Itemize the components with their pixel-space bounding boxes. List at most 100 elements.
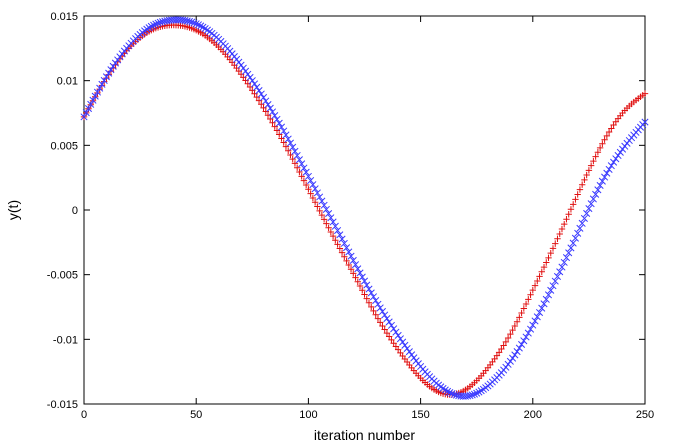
data-point (504, 360, 512, 368)
data-point (264, 111, 272, 119)
data-point (470, 390, 479, 398)
data-point (87, 100, 95, 108)
y-tick-label: -0.01 (53, 334, 78, 346)
data-point (560, 258, 568, 266)
data-point (80, 113, 88, 121)
data-point (147, 22, 155, 30)
data-point (592, 153, 599, 160)
data-point (278, 135, 285, 142)
data-point (293, 151, 301, 160)
data-point (394, 331, 402, 340)
series-1 (80, 21, 649, 398)
data-point (307, 176, 315, 185)
data-point (369, 293, 378, 301)
data-point (558, 225, 566, 233)
data-point (603, 169, 611, 177)
data-point (538, 304, 546, 312)
data-point (500, 342, 507, 349)
data-point (450, 390, 458, 399)
data-point (544, 291, 553, 299)
data-point (520, 337, 528, 345)
data-point (605, 128, 613, 136)
data-point (446, 389, 454, 397)
data-point (410, 354, 418, 362)
data-point (562, 254, 571, 262)
data-point (82, 109, 90, 117)
data-point (350, 270, 357, 277)
data-point (325, 224, 332, 231)
data-point (250, 80, 259, 88)
data-point (527, 325, 535, 333)
data-point (154, 19, 162, 27)
data-point (585, 205, 593, 213)
data-point (376, 304, 384, 312)
data-point (531, 317, 539, 325)
data-point (289, 143, 297, 151)
data-point (448, 390, 456, 398)
data-point (329, 232, 337, 240)
data-point (345, 248, 353, 256)
data-point (511, 351, 519, 359)
data-point (531, 282, 539, 289)
data-point (522, 333, 530, 341)
data-point (529, 321, 537, 329)
data-point (285, 147, 292, 154)
data-point (242, 67, 250, 75)
data-point (287, 151, 294, 159)
data-point (289, 155, 296, 163)
data-point (592, 190, 600, 198)
data-point (549, 245, 557, 252)
data-point (475, 388, 483, 396)
data-point (345, 261, 352, 269)
data-point (601, 173, 609, 181)
data-point (341, 253, 348, 260)
data-point (549, 282, 557, 290)
data-point (327, 228, 335, 236)
data-point (603, 132, 611, 140)
data-point (282, 131, 290, 139)
data-point (534, 277, 541, 285)
data-point (255, 97, 263, 104)
data-point (516, 314, 523, 321)
data-point (565, 211, 572, 218)
data-point (571, 234, 579, 242)
data-point (102, 73, 110, 81)
data-point (156, 18, 164, 26)
y-tick-label: 0.005 (50, 140, 78, 152)
data-point (271, 123, 278, 130)
data-point (401, 341, 409, 349)
data-point (275, 119, 283, 127)
data-point (607, 162, 615, 170)
data-point (567, 244, 575, 252)
data-point (509, 354, 517, 362)
data-point (347, 265, 355, 273)
data-point (298, 173, 305, 180)
y-tick-label: 0.01 (57, 76, 78, 88)
data-point (374, 300, 382, 308)
data-point (311, 199, 319, 206)
data-point (84, 104, 93, 113)
data-point (291, 160, 299, 167)
data-point (536, 273, 543, 280)
data-point (192, 20, 200, 28)
data-point (264, 101, 272, 109)
data-point (576, 224, 584, 232)
data-point (551, 277, 559, 285)
data-point (96, 84, 104, 92)
data-point (498, 345, 505, 353)
data-point (377, 319, 384, 326)
data-point (253, 83, 261, 91)
data-point (533, 313, 541, 321)
data-point (329, 218, 337, 226)
data-point (556, 230, 563, 238)
data-point (372, 311, 379, 318)
data-point (334, 226, 342, 235)
data-point (381, 311, 389, 319)
data-point (554, 235, 561, 243)
y-tick-label: 0 (72, 205, 78, 217)
data-point (619, 145, 627, 153)
data-point (100, 76, 108, 85)
data-point (535, 308, 544, 317)
data-point (284, 135, 292, 143)
